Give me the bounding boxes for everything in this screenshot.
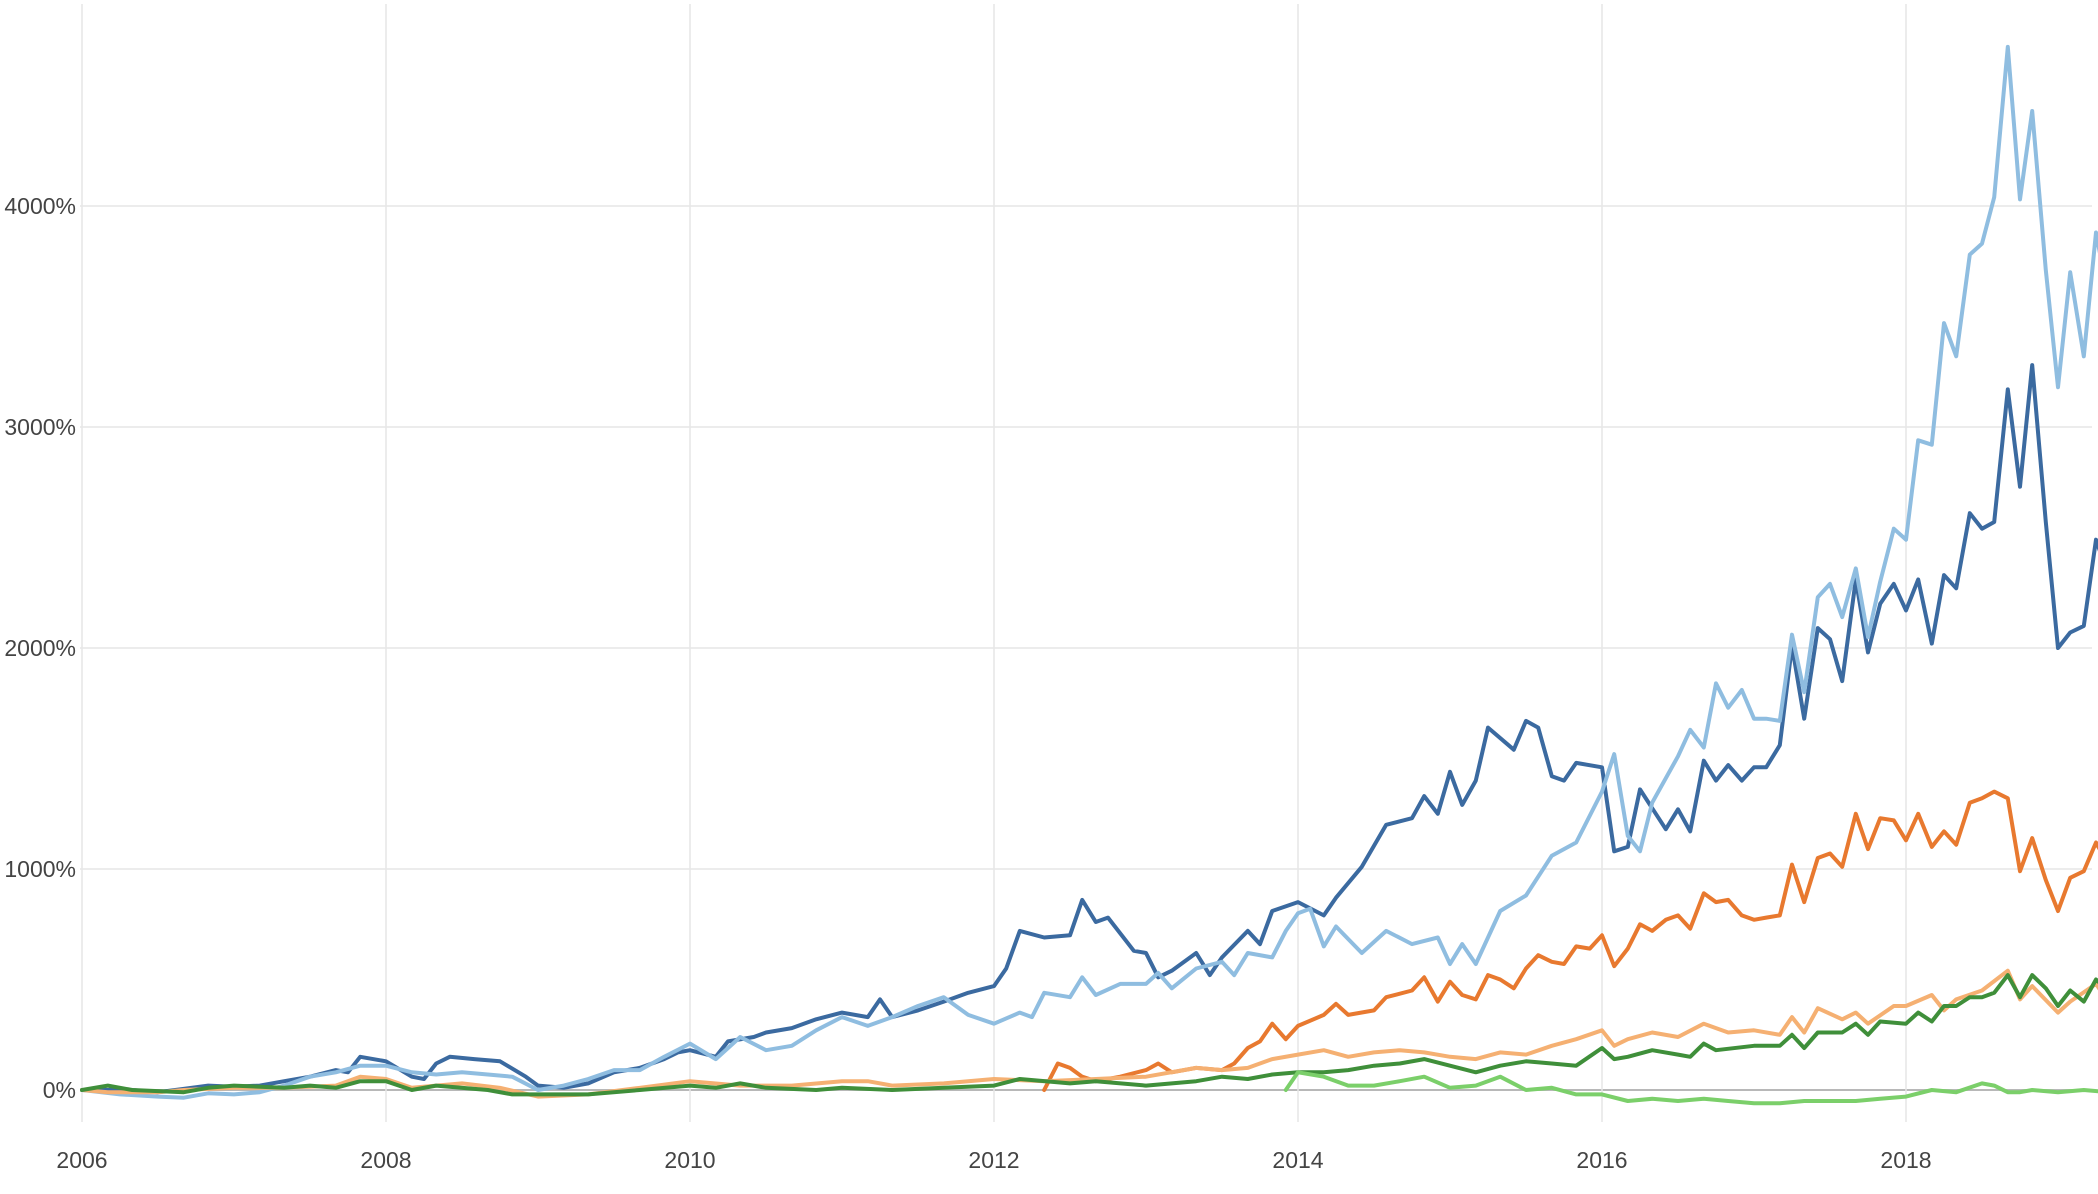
x-tick-label: 2010: [664, 1147, 715, 1173]
y-tick-label: 0%: [43, 1077, 76, 1103]
x-tick-label: 2016: [1576, 1147, 1627, 1173]
series-line-1: [80, 363, 2098, 1095]
series-line-5: [80, 973, 2098, 1097]
y-tick-label: 4000%: [4, 193, 76, 219]
x-tick-label: 2014: [1272, 1147, 1323, 1173]
y-tick-label: 2000%: [4, 635, 76, 661]
series-line-6: [1283, 1070, 2098, 1106]
x-tick-label: 2018: [1880, 1147, 1931, 1173]
y-tick-label: 1000%: [4, 856, 76, 882]
x-tick-label: 2008: [360, 1147, 411, 1173]
y-tick-label: 3000%: [4, 414, 76, 440]
series-line-4: [80, 968, 2098, 1099]
series-line-2: [80, 44, 2098, 1100]
series-lines: [80, 44, 2098, 1106]
gridlines: [80, 4, 2092, 1122]
series-line-3: [1042, 789, 2098, 1092]
axis-tick-labels: 0% 1000% 2000% 3000% 4000% 2006 2008 2010 2012 20…: [4, 193, 1931, 1173]
x-tick-label: 2012: [968, 1147, 1019, 1173]
x-tick-label: 2006: [56, 1147, 107, 1173]
